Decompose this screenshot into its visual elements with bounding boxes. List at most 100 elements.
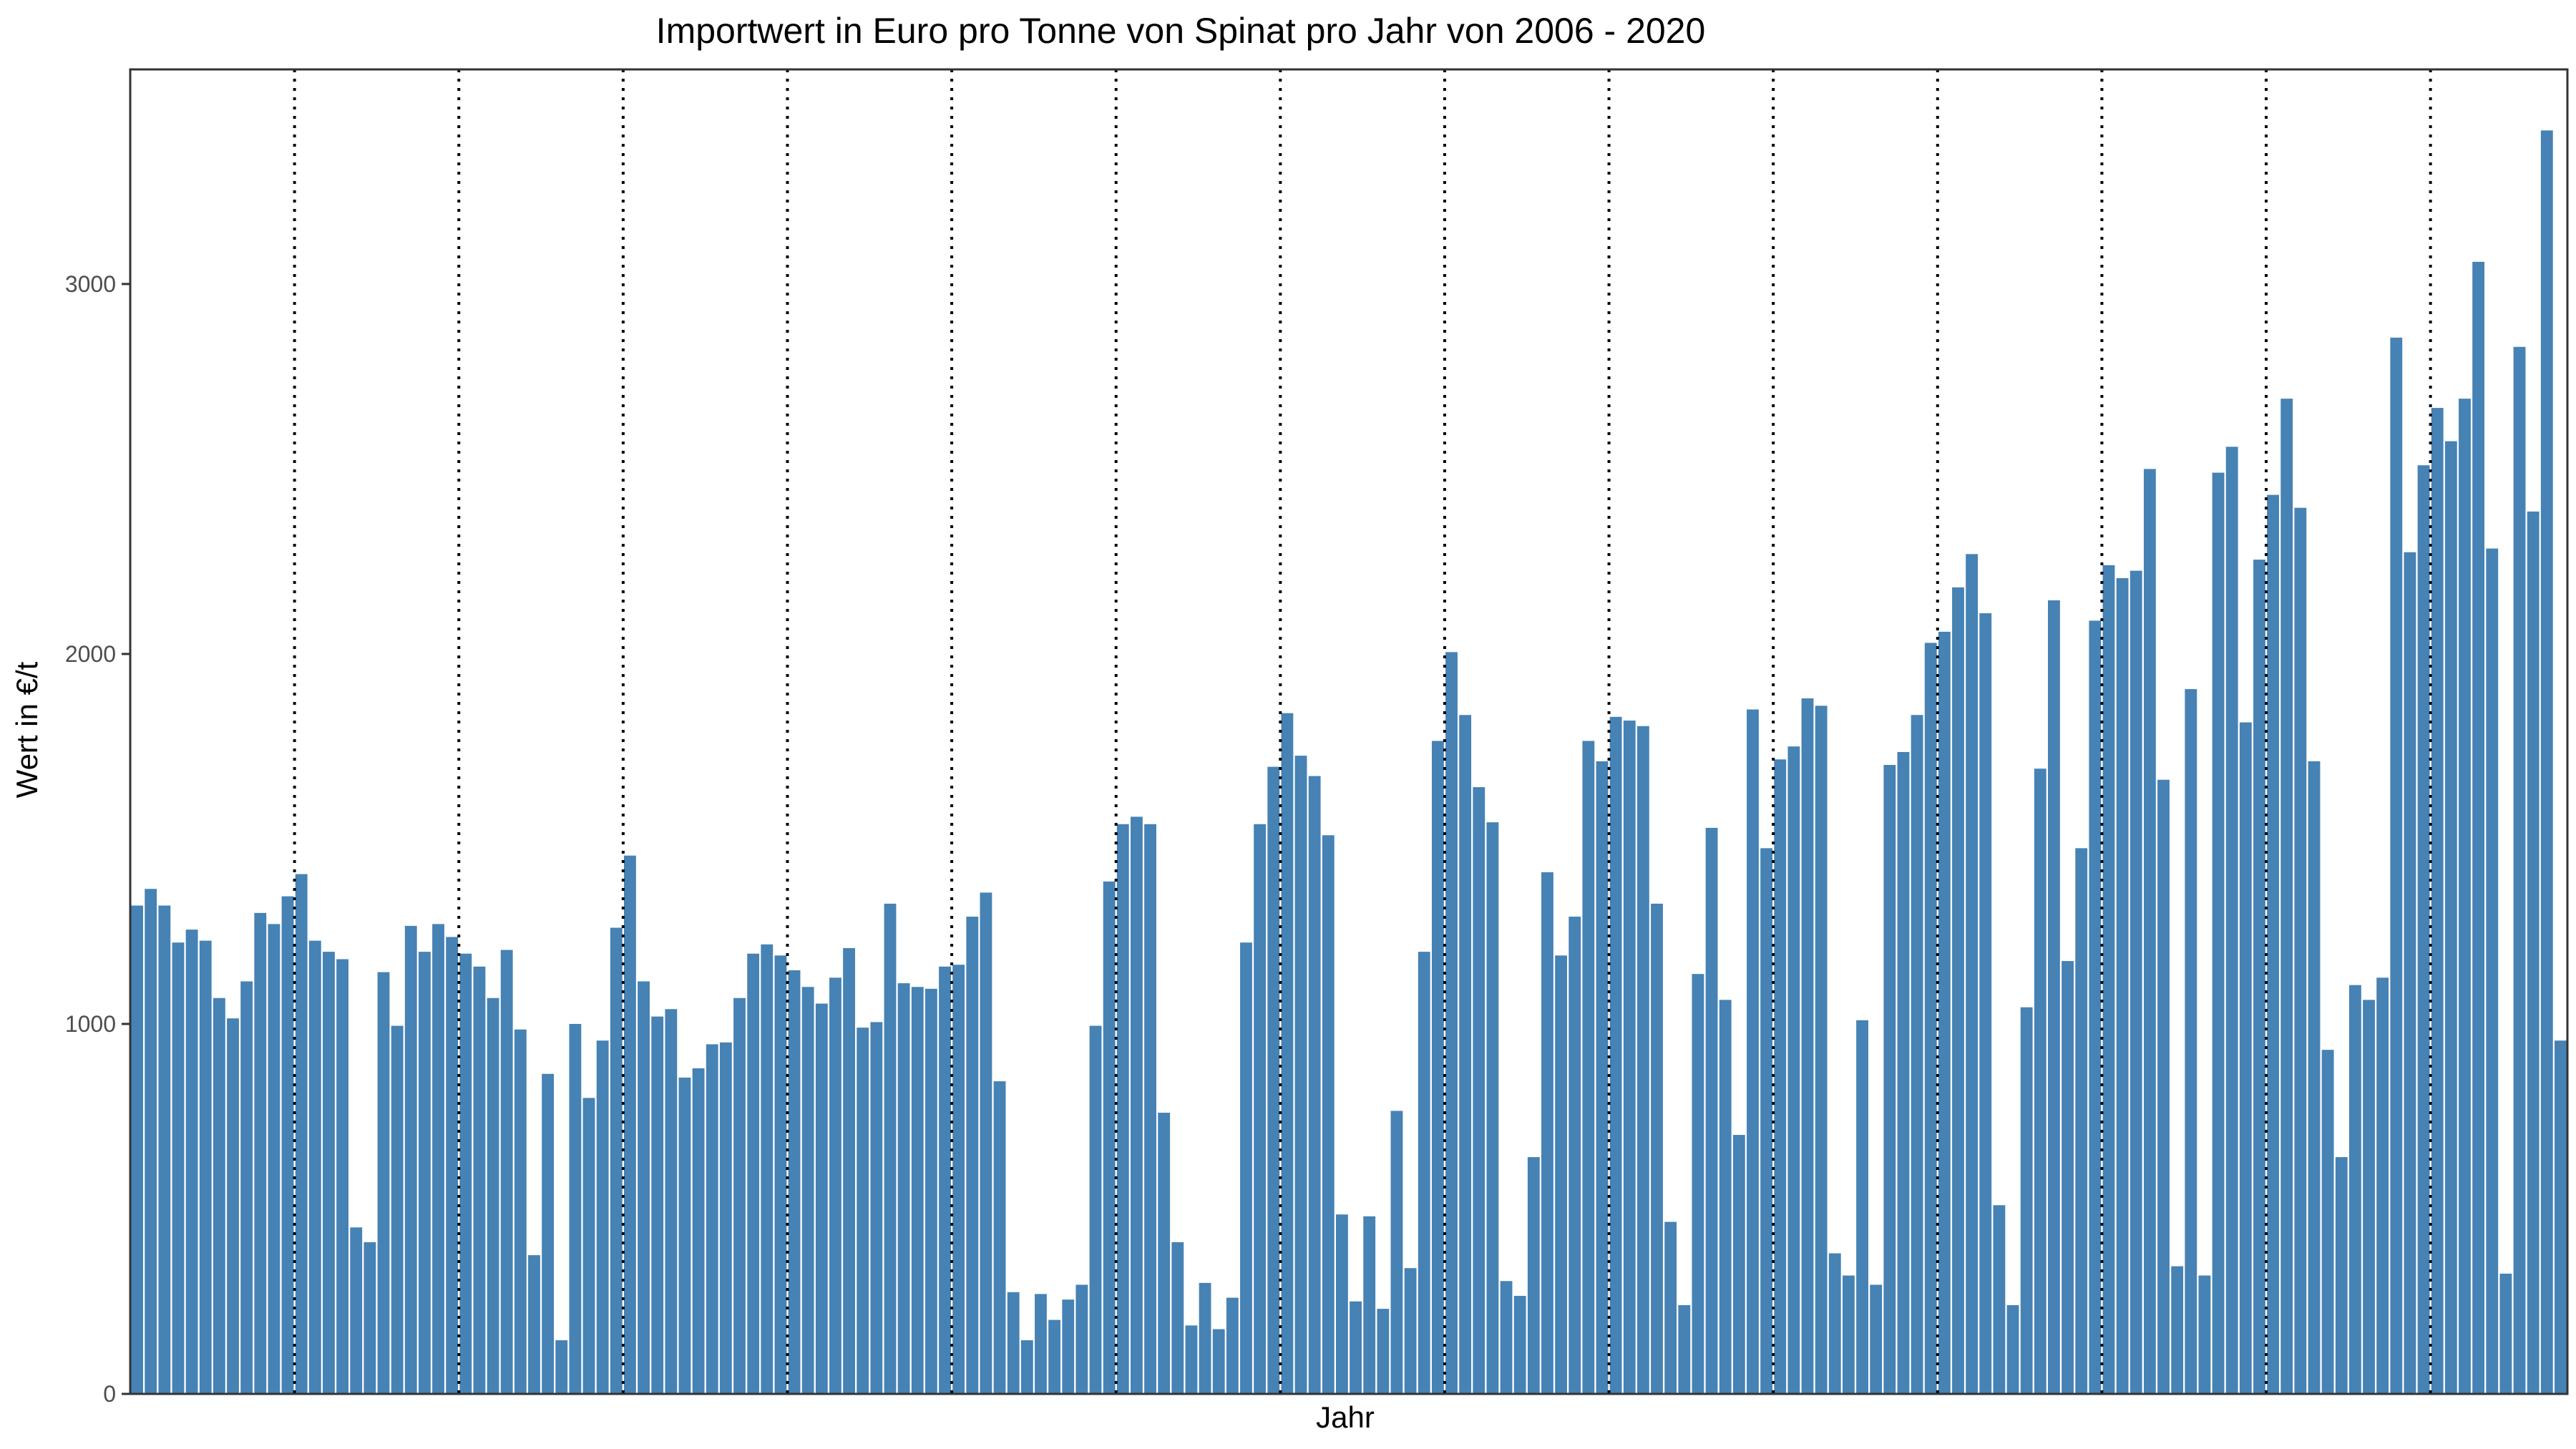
bar [2089,620,2102,1394]
bar [939,966,951,1394]
bar [2185,689,2197,1394]
bar [1870,1284,1883,1394]
bar [1609,716,1622,1394]
bar [884,903,897,1394]
bar [2390,337,2403,1395]
bar [1732,1135,1745,1394]
bar [1445,652,1458,1394]
bar [308,940,321,1394]
bar [1678,1304,1691,1394]
bar [1500,1281,1513,1394]
bar [295,874,308,1394]
bar [336,959,349,1394]
bar [2363,1000,2375,1394]
bar [2267,494,2280,1394]
bar [364,1242,376,1394]
bar [966,917,979,1394]
bar [2540,130,2553,1394]
bar [1486,822,1499,1394]
bar [678,1077,691,1394]
plot-border [129,68,2569,1395]
bar [1089,1025,1102,1394]
bar [897,983,910,1394]
bar [131,905,143,1394]
bar [761,944,774,1394]
plot-area: 0 1000 2000 3000 [65,68,2569,1407]
bar [487,997,499,1394]
bar [2472,261,2485,1394]
bar [2102,565,2115,1394]
bar [692,1068,705,1394]
bar [2048,600,2060,1395]
bar [1281,713,1294,1394]
bar [911,987,924,1394]
bar [2417,465,2430,1394]
bar [1596,761,1609,1394]
bar [1350,1301,1362,1394]
bar [2499,1273,2512,1394]
bar [801,987,814,1394]
y-tick-label: 0 [103,1381,116,1407]
bar [870,1022,883,1394]
bar [1636,726,1649,1394]
bar [1226,1297,1239,1394]
bar [1199,1282,1211,1394]
y-tick-label: 3000 [65,271,116,297]
bar [1856,1020,1868,1394]
bar [1623,720,1636,1394]
bar [2075,848,2088,1394]
bar [1541,872,1553,1394]
bar [2294,507,2307,1395]
bar [2157,779,2170,1394]
bar [2198,1275,2211,1394]
bar [323,952,335,1394]
bar [1007,1292,1020,1394]
bar [1993,1205,2006,1394]
bar [2513,346,2526,1394]
bar [1719,1000,1732,1394]
bar [610,927,623,1394]
bar [268,924,280,1394]
bar [2376,977,2389,1394]
bar [993,1081,1006,1394]
bar [1705,827,1718,1394]
bar [2143,469,2156,1394]
x-axis-label: Jahr [1316,1400,1375,1434]
bar [1390,1111,1403,1394]
bar [582,1098,595,1394]
bar [1513,1295,1526,1394]
bar [2335,1157,2348,1394]
bar [2527,511,2540,1394]
bar [1308,776,1321,1394]
bar [569,1023,582,1394]
bar [706,1044,718,1394]
bar [213,997,225,1394]
bar [158,905,171,1394]
bar [2253,560,2265,1394]
bar [1130,816,1143,1394]
bar [1377,1309,1390,1394]
bar [2431,408,2444,1394]
bar [2129,570,2142,1394]
bar [665,1009,678,1394]
bar [1062,1299,1075,1394]
bar [514,1029,527,1394]
bar [2404,552,2416,1394]
bar [815,1003,828,1394]
bar [2239,722,2252,1394]
bar [1747,709,1759,1394]
bar [1787,746,1800,1394]
bar [2459,399,2471,1395]
bar [1240,942,1252,1394]
bar [747,953,760,1394]
bar [1774,759,1787,1394]
chart-title: Importwert in Euro pro Tonne von Spinat … [656,11,1706,51]
bar [473,966,486,1394]
bar [2034,769,2046,1394]
bar [774,955,787,1394]
bar [829,977,841,1394]
bar [172,942,185,1394]
y-tick-label: 1000 [65,1011,116,1037]
bar [145,889,157,1394]
bar [2212,472,2225,1394]
